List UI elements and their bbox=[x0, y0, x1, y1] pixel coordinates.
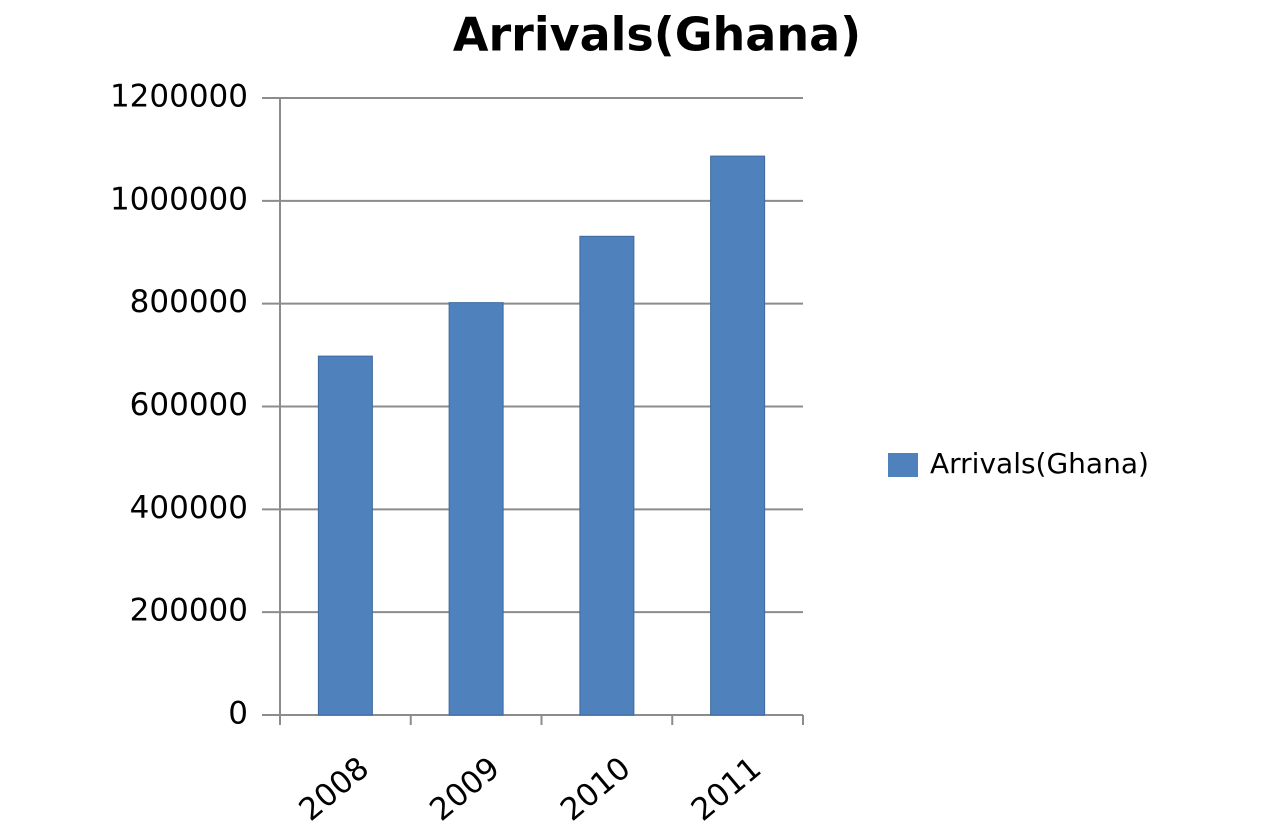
y-tick-label: 400000 bbox=[130, 490, 248, 526]
legend-label: Arrivals(Ghana) bbox=[930, 447, 1149, 480]
legend-swatch bbox=[888, 453, 918, 477]
bar bbox=[579, 235, 635, 716]
y-tick-label: 600000 bbox=[130, 387, 248, 423]
x-tick-label: 2008 bbox=[292, 750, 376, 828]
y-tick-label: 200000 bbox=[130, 593, 248, 629]
x-tick-label: 2011 bbox=[685, 750, 769, 828]
chart-title: Arrivals(Ghana) bbox=[453, 8, 861, 62]
y-tick-label: 1000000 bbox=[110, 181, 248, 217]
y-tick-label: 800000 bbox=[130, 284, 248, 320]
x-tick-label: 2010 bbox=[554, 750, 638, 828]
bar bbox=[317, 355, 373, 716]
bar bbox=[710, 155, 766, 716]
bar bbox=[448, 302, 504, 716]
y-tick-label: 0 bbox=[228, 696, 248, 732]
y-tick-label: 1200000 bbox=[110, 79, 248, 115]
x-tick-label: 2009 bbox=[423, 750, 507, 828]
